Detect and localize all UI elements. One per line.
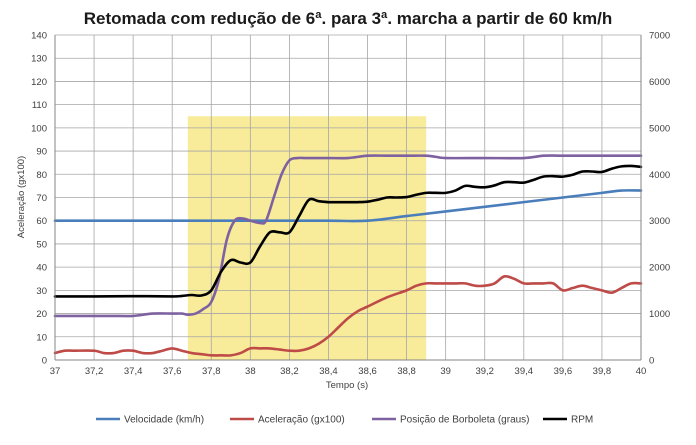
- x-tick-label: 37,8: [202, 366, 221, 377]
- y-tick-label: 100: [31, 123, 47, 134]
- legend-velocidade: Velocidade (km/h): [96, 415, 204, 426]
- legend-borboleta: Posição de Borboleta (graus): [372, 415, 530, 426]
- y2-tick-label: 3000: [649, 216, 670, 227]
- x-tick-label: 37,2: [85, 366, 104, 377]
- y-axis-label: Aceleração (gx100): [16, 156, 27, 238]
- highlight-region: [187, 116, 427, 360]
- series-borboleta: [53, 154, 643, 318]
- y-tick-label: 0: [42, 356, 47, 367]
- series-layer: [53, 154, 643, 357]
- series-velocidade: [53, 189, 643, 223]
- x-tick-label: 38,6: [358, 366, 377, 377]
- x-tick-label: 39,2: [475, 366, 494, 377]
- x-tick-label: 39,6: [554, 366, 573, 377]
- x-axis-label: Tempo (s): [326, 380, 368, 391]
- legend-label: Aceleração (gx100): [258, 415, 345, 426]
- x-tick-label: 38,2: [280, 366, 299, 377]
- y2-tick-label: 6000: [649, 77, 670, 88]
- y-tick-label: 50: [36, 239, 47, 250]
- legend: Velocidade (km/h) Aceleração (gx100) Posiç…: [96, 415, 593, 426]
- x-tick-label: 39,4: [515, 366, 534, 377]
- legend-label: Posição de Borboleta (graus): [400, 415, 530, 426]
- legend-aceleracao: Aceleração (gx100): [230, 415, 345, 426]
- y-tick-label: 80: [36, 170, 47, 181]
- y-tick-label: 40: [36, 263, 47, 274]
- x-tick-label: 39,8: [593, 366, 612, 377]
- y2-tick-label: 2000: [649, 263, 670, 274]
- x-tick-label: 38,8: [397, 366, 416, 377]
- series-aceleracao: [53, 274, 643, 357]
- legend-rpm: RPM: [543, 415, 593, 426]
- y-tick-label: 130: [31, 54, 47, 65]
- legend-label: RPM: [571, 415, 593, 426]
- y2-tick-label: 7000: [649, 31, 670, 42]
- x-tick-label: 37,6: [163, 366, 182, 377]
- highlight-layer: [187, 116, 427, 360]
- y-tick-label: 10: [36, 332, 47, 343]
- x-tick-label: 37,4: [124, 366, 143, 377]
- x-tick-label: 40: [636, 366, 647, 377]
- y-tick-label: 140: [31, 31, 47, 42]
- y-tick-label: 30: [36, 286, 47, 297]
- x-tick-label: 38: [245, 366, 256, 377]
- axis-layer: [54, 35, 642, 361]
- y-tick-label: 120: [31, 77, 47, 88]
- y-tick-label: 110: [32, 100, 47, 111]
- y-tick-label: 90: [36, 147, 47, 158]
- y2-tick-label: 1000: [649, 309, 670, 320]
- legend-label: Velocidade (km/h): [124, 415, 204, 426]
- y2-tick-label: 5000: [649, 123, 670, 134]
- x-tick-label: 39: [440, 366, 451, 377]
- grid-layer: [54, 34, 642, 361]
- x-tick-label: 37: [50, 366, 61, 377]
- series-rpm: [53, 164, 643, 298]
- y-tick-label: 20: [36, 309, 47, 320]
- y-tick-label: 60: [36, 216, 47, 227]
- y2-tick-label: 0: [649, 356, 654, 367]
- chart-title: Retomada com redução de 6ª. para 3ª. mar…: [84, 9, 612, 28]
- x-tick-label: 38,4: [319, 366, 338, 377]
- y-tick-label: 70: [36, 193, 47, 204]
- ticks-layer: 37 37,2 37,4 37,6 37,8 38 38,2 38,4 38,6 38,8 39 39…: [31, 31, 670, 378]
- y2-tick-label: 4000: [649, 170, 670, 181]
